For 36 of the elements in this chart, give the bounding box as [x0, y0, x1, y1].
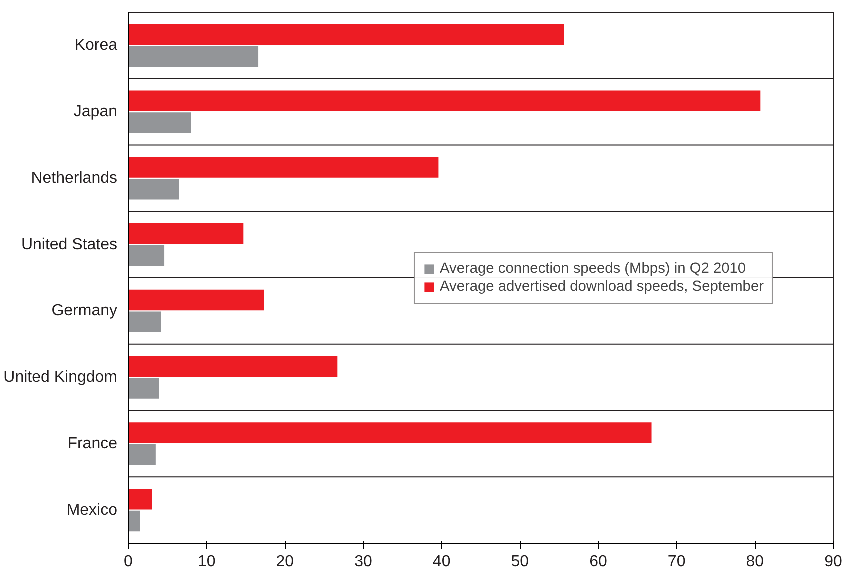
y-tick-label: France: [68, 435, 118, 452]
bar: [128, 356, 338, 378]
legend-label: Average connection speeds (Mbps) in Q2 2010: [440, 260, 746, 276]
bar: [128, 46, 259, 68]
bar: [128, 510, 140, 532]
x-tick-label: 20: [276, 554, 294, 569]
y-tick-label: United States: [21, 236, 118, 254]
y-tick-label: Korea: [74, 37, 118, 54]
y-tick-label: Japan: [74, 104, 118, 121]
y-tick-label: Germany: [52, 302, 118, 320]
x-tick-label: 0: [124, 554, 134, 569]
bar: [128, 24, 564, 46]
bar: [128, 223, 244, 244]
bar: [128, 245, 165, 266]
bar: [128, 90, 761, 112]
bar: [128, 378, 160, 399]
y-tick-label: Mexico: [66, 502, 118, 519]
x-tick-label: 40: [432, 554, 451, 569]
bar: [128, 444, 156, 466]
bar: [128, 178, 180, 200]
bar: [128, 157, 439, 178]
x-tick-label: 60: [590, 554, 608, 569]
x-tick-label: 50: [511, 554, 530, 569]
x-tick-label: 90: [824, 554, 842, 569]
y-tick-label: Netherlands: [31, 170, 118, 187]
x-tick-label: 80: [746, 554, 764, 569]
bar: [128, 290, 264, 311]
x-tick-label: 10: [198, 554, 216, 569]
bar: [128, 488, 152, 510]
y-tick-label: United Kingdom: [4, 369, 118, 386]
bar: [128, 312, 162, 333]
bar: [128, 112, 192, 134]
x-tick-label: 70: [668, 554, 686, 569]
x-tick-label: 30: [354, 554, 372, 569]
bar: [128, 422, 652, 444]
legend-label: Average advertised download speeds, September: [440, 278, 764, 294]
